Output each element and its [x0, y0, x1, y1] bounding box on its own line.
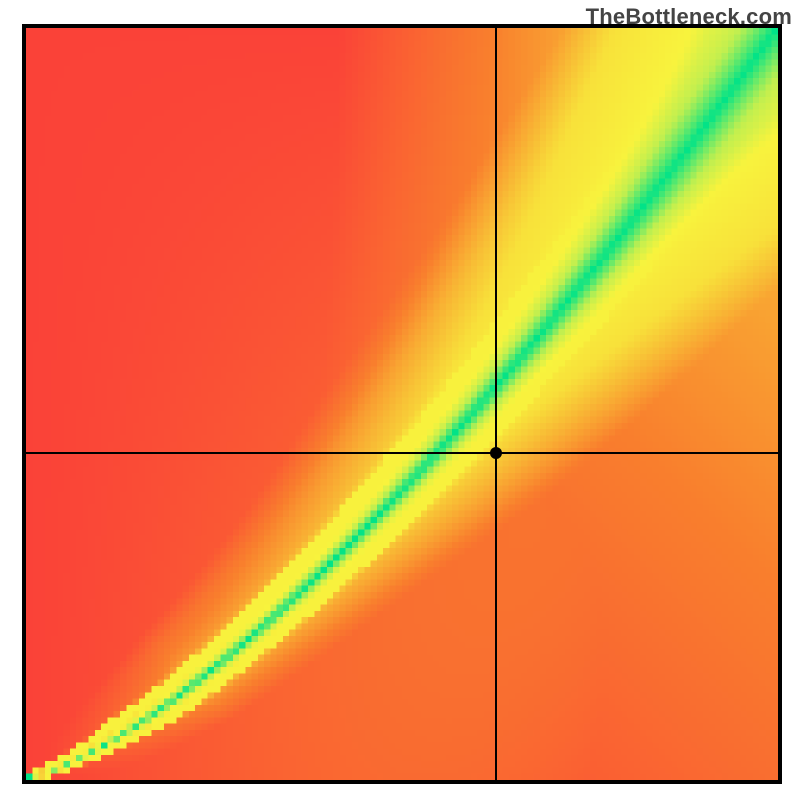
bottleneck-heatmap — [26, 28, 778, 780]
plot-frame-left — [22, 24, 26, 784]
crosshair-marker — [490, 447, 502, 459]
plot-frame-right — [778, 24, 782, 784]
crosshair-horizontal — [26, 452, 778, 454]
plot-frame-bottom — [22, 780, 782, 784]
watermark-text: TheBottleneck.com — [586, 4, 792, 30]
chart-container: { "watermark": { "text": "TheBottleneck.… — [0, 0, 800, 800]
crosshair-vertical — [495, 28, 497, 780]
